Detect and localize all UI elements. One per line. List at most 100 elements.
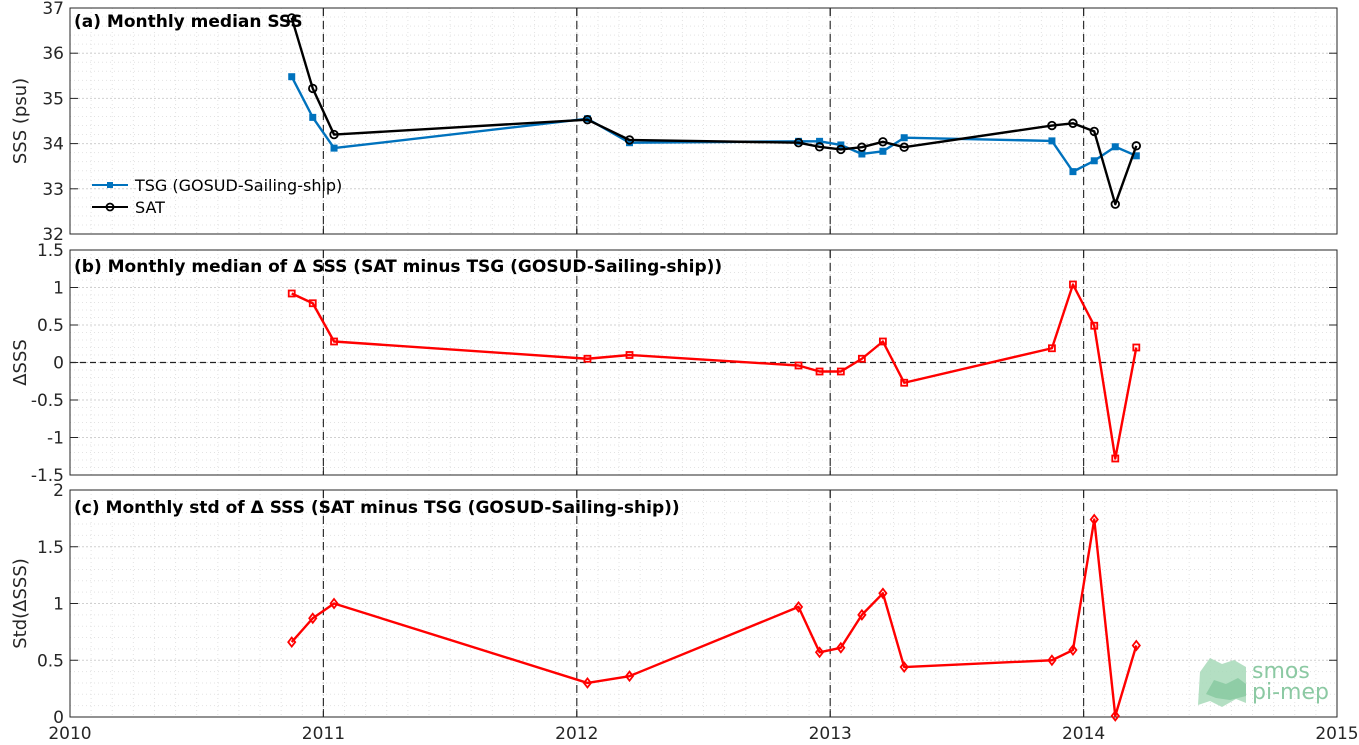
data-point <box>287 289 296 298</box>
y-tick-label: -1 <box>47 429 64 449</box>
y-axis-label: Std(ΔSSS) <box>10 558 31 649</box>
series-line <box>290 518 1138 718</box>
y-tick-label: 0 <box>53 354 64 374</box>
y-tick-label: 1.5 <box>37 538 64 558</box>
data-point-tsg <box>1111 143 1119 151</box>
data-point <box>793 600 804 613</box>
data-point <box>1111 454 1120 463</box>
data-point <box>879 337 887 346</box>
data-point <box>624 670 635 683</box>
data-point-sat <box>793 137 804 148</box>
y-axis-label: SSS (psu) <box>10 78 31 164</box>
y-tick-label: 0.5 <box>37 316 64 336</box>
data-point-sat <box>1131 141 1142 151</box>
data-point-sat <box>624 135 635 145</box>
data-point <box>1047 654 1057 667</box>
logo-line-1: smos <box>1252 659 1310 684</box>
y-tick-label: 1 <box>53 279 64 299</box>
y-tick-label: 1 <box>53 595 64 615</box>
data-point-tsg <box>1048 137 1056 145</box>
panel-b-title: (b) Monthly median of Δ SSS (SAT minus T… <box>74 257 722 277</box>
data-point-sat <box>1089 126 1099 137</box>
data-point-tsg <box>816 137 824 145</box>
data-point <box>836 367 845 376</box>
data-point-sat <box>857 142 867 152</box>
data-point <box>878 587 888 600</box>
data-point-tsg <box>879 147 887 155</box>
y-tick-label: 34 <box>42 135 64 155</box>
data-point <box>794 361 803 370</box>
logo-wave-shape <box>1206 678 1246 700</box>
data-point-sat <box>836 144 846 155</box>
data-point <box>857 354 866 363</box>
x-tick-label: 2012 <box>555 724 598 744</box>
x-tick-label: 2010 <box>48 724 91 744</box>
data-point-tsg <box>1090 157 1098 165</box>
logo-line-2: pi-mep <box>1252 680 1329 705</box>
data-point <box>287 636 297 649</box>
y-tick-label: 0 <box>53 708 64 728</box>
y-tick-label: 33 <box>42 180 64 200</box>
panel-a-title: (a) Monthly median SSS <box>74 12 303 32</box>
x-tick-label: 2014 <box>1062 724 1105 744</box>
data-point <box>330 337 338 346</box>
data-point <box>1090 321 1099 330</box>
data-point <box>583 354 592 363</box>
data-point <box>1048 344 1056 353</box>
data-point-sat <box>899 142 909 152</box>
data-point <box>308 299 317 308</box>
data-point-sat <box>814 142 825 152</box>
data-point <box>1089 513 1099 526</box>
data-point <box>857 608 867 621</box>
data-point-tsg <box>1069 168 1077 176</box>
y-tick-label: -0.5 <box>31 391 64 411</box>
y-tick-label: 37 <box>42 0 64 19</box>
data-point <box>1069 280 1077 289</box>
x-tick-label: 2011 <box>302 724 345 744</box>
data-point <box>815 367 824 376</box>
y-axis-label: ΔSSS <box>10 339 31 386</box>
panel-b-median-delta-sss: -1.5 -1 -0.5 0 0.5 1 1.5 ΔSSS (b) Monthly median… <box>10 241 1338 486</box>
data-point-sat <box>329 129 339 140</box>
y-tick-label: 1.5 <box>37 241 64 261</box>
series-line <box>290 76 1137 173</box>
y-tick-label: 0.5 <box>37 651 64 671</box>
panel-a-median-sss: 32 33 34 35 36 37 SSS (psu) (a) Monthly median … <box>10 0 1338 245</box>
y-tick-label: 35 <box>42 89 64 109</box>
data-point-tsg <box>900 134 908 142</box>
data-point-tsg <box>309 113 317 121</box>
x-tick-label: 2015 <box>1315 724 1358 744</box>
data-point-sat <box>582 114 593 125</box>
data-point <box>582 676 593 689</box>
panel-c-title: (c) Monthly std of Δ SSS (SAT minus TSG … <box>74 498 680 518</box>
data-point <box>625 351 634 359</box>
data-point <box>1110 709 1120 722</box>
smos-pi-mep-logo: smos pi-mep <box>1198 658 1329 707</box>
legend-tsg-marker <box>107 182 113 188</box>
data-point-sat <box>308 83 318 94</box>
data-point <box>900 378 909 387</box>
x-tick-label: 2013 <box>809 724 852 744</box>
series-line <box>290 17 1138 206</box>
y-tick-label: 2 <box>53 481 64 501</box>
y-tick-label: -1.5 <box>31 466 64 486</box>
data-point-tsg <box>288 73 296 81</box>
data-point <box>1068 644 1078 657</box>
data-point-sat <box>1047 120 1057 131</box>
data-point <box>814 646 825 659</box>
data-point-sat <box>287 13 297 23</box>
data-point-sat <box>1068 118 1078 128</box>
data-point <box>836 641 846 654</box>
data-point <box>1131 639 1141 652</box>
legend-sat-label: SAT <box>135 198 165 217</box>
data-point <box>308 612 318 625</box>
legend-sat-marker <box>105 202 115 212</box>
series-line <box>291 283 1138 460</box>
y-tick-label: 36 <box>42 44 64 64</box>
data-point-tsg <box>330 144 338 152</box>
data-point-sat <box>878 137 888 147</box>
data-point <box>1132 343 1141 352</box>
y-tick-label: 32 <box>42 225 64 245</box>
panel-a-legend: TSG (GOSUD-Sailing-ship) SAT <box>92 176 342 217</box>
